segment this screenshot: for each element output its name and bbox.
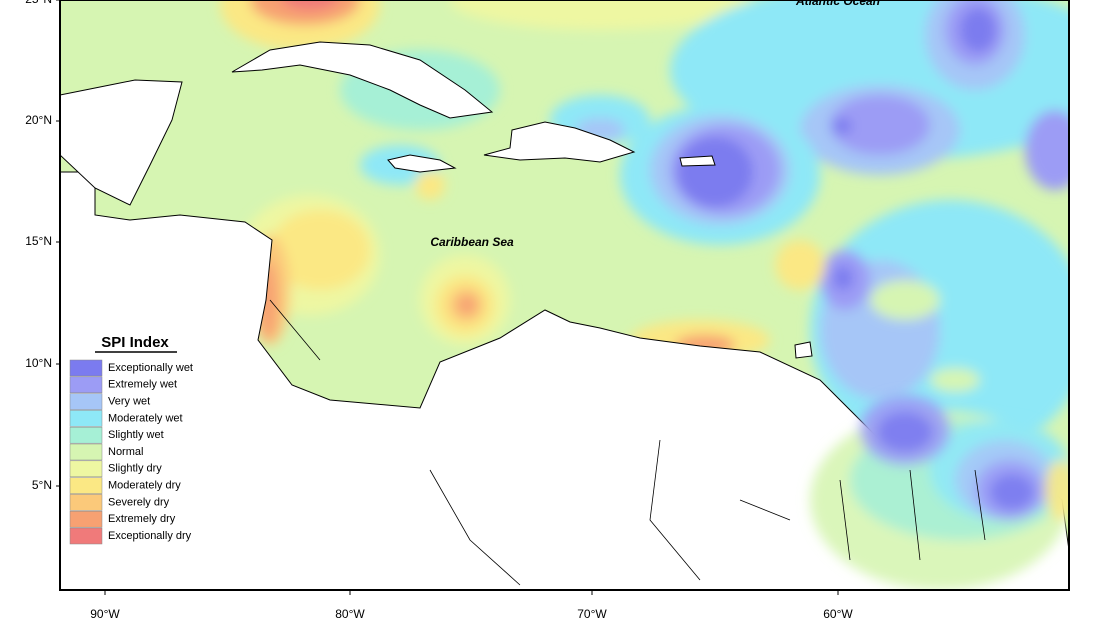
legend-label: Normal xyxy=(108,446,143,458)
legend-label: Moderately wet xyxy=(108,412,183,424)
index-zone xyxy=(1045,460,1069,520)
legend-label: Extremely wet xyxy=(108,379,177,391)
yucatan xyxy=(60,79,183,206)
legend-label: Slightly dry xyxy=(108,463,162,475)
lat-label: 15°N xyxy=(25,234,52,248)
index-zone xyxy=(250,0,360,25)
legend-swatch xyxy=(69,443,103,461)
lat-label: 10°N xyxy=(25,356,52,370)
index-zone xyxy=(677,137,753,207)
hispaniola xyxy=(483,121,636,163)
legend-swatch xyxy=(69,376,103,394)
legend-swatch xyxy=(69,510,103,528)
lon-label: 80°W xyxy=(335,607,365,621)
index-zone xyxy=(877,412,933,452)
index-zone xyxy=(415,170,445,200)
map-frame xyxy=(59,0,1070,591)
legend-label: Severely dry xyxy=(108,496,170,508)
legend-label: Extremely dry xyxy=(108,513,176,525)
legend-label: Moderately dry xyxy=(108,480,181,492)
index-zone xyxy=(775,240,825,290)
lon-label: 70°W xyxy=(577,607,607,621)
legend-swatch xyxy=(69,477,103,494)
index-zone xyxy=(833,266,853,290)
index-zone xyxy=(281,0,339,10)
index-zone xyxy=(930,368,980,392)
lat-label: 20°N xyxy=(25,113,52,127)
index-zone xyxy=(457,295,477,315)
legend-swatch xyxy=(69,393,103,410)
lat-label: 25°N xyxy=(25,0,52,6)
legend-swatch xyxy=(69,494,103,511)
index-zone xyxy=(990,474,1034,510)
legend-swatch xyxy=(69,410,103,427)
jamaica xyxy=(387,154,457,173)
index-zone xyxy=(870,280,940,320)
lat-label: 5°N xyxy=(32,478,52,492)
ocean-label: Atlantic Ocean xyxy=(795,0,880,8)
legend-swatch xyxy=(69,426,103,444)
index-zone xyxy=(1025,110,1069,190)
lon-label: 60°W xyxy=(823,607,853,621)
legend-title: SPI Index xyxy=(101,334,169,351)
legend-label: Exceptionally wet xyxy=(108,362,193,374)
puerto-rico xyxy=(679,155,716,167)
axes: 25°N 20°N 15°N 10°N 5°N 90°W 80°W 70°W 60°W xyxy=(25,0,853,621)
index-zone xyxy=(830,95,930,155)
legend: SPI Index Exceptionally wet Extremely wet… xyxy=(69,334,193,545)
sea-label: Caribbean Sea xyxy=(430,235,514,249)
borders xyxy=(269,299,986,586)
legend-label: Slightly wet xyxy=(108,429,164,441)
index-zone xyxy=(960,8,996,52)
legend-swatch xyxy=(69,359,103,377)
index-zone xyxy=(270,210,370,290)
lon-label: 90°W xyxy=(90,607,120,621)
legend-swatch xyxy=(69,460,103,478)
index-zone xyxy=(832,118,852,134)
cuba xyxy=(231,41,494,119)
legend-swatch xyxy=(69,527,103,545)
legend-label: Very wet xyxy=(108,396,150,408)
trinidad xyxy=(794,341,813,359)
index-zone xyxy=(450,0,750,30)
legend-label: Exceptionally dry xyxy=(108,530,192,542)
